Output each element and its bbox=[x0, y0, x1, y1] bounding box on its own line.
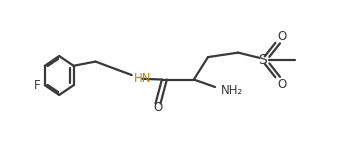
Text: HN: HN bbox=[134, 72, 151, 85]
Text: O: O bbox=[278, 77, 287, 91]
Text: NH₂: NH₂ bbox=[220, 84, 243, 97]
Text: S: S bbox=[258, 53, 267, 67]
Text: O: O bbox=[153, 101, 163, 114]
Text: O: O bbox=[278, 30, 287, 43]
Text: F: F bbox=[34, 79, 40, 92]
